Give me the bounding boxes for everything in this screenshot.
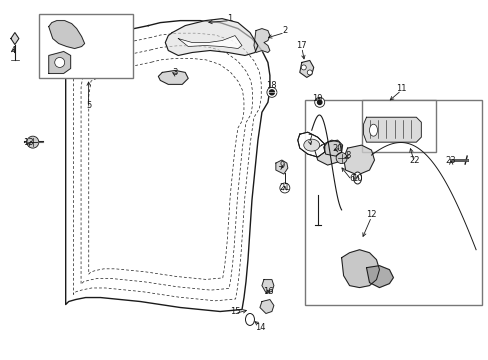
Polygon shape	[343, 145, 374, 175]
Circle shape	[317, 100, 321, 104]
Ellipse shape	[303, 139, 319, 151]
Circle shape	[306, 70, 312, 75]
Polygon shape	[178, 36, 242, 49]
Text: 14: 14	[254, 323, 264, 332]
Polygon shape	[366, 266, 393, 288]
Text: 2: 2	[282, 26, 287, 35]
Text: 8: 8	[344, 150, 349, 159]
Polygon shape	[49, 21, 84, 49]
Text: 12: 12	[366, 210, 376, 219]
Ellipse shape	[353, 172, 361, 184]
Polygon shape	[165, 19, 258, 55]
Text: 16: 16	[262, 287, 273, 296]
Text: 23: 23	[445, 156, 456, 165]
Circle shape	[266, 87, 276, 97]
Polygon shape	[158, 71, 188, 84]
Text: 10: 10	[351, 174, 362, 183]
Polygon shape	[275, 160, 287, 174]
Circle shape	[55, 58, 64, 67]
Polygon shape	[314, 140, 341, 165]
Text: 6: 6	[348, 174, 353, 183]
Polygon shape	[363, 117, 421, 142]
Circle shape	[335, 153, 346, 163]
Ellipse shape	[369, 124, 377, 136]
Polygon shape	[323, 140, 342, 156]
Circle shape	[279, 183, 289, 193]
Polygon shape	[297, 132, 324, 157]
Polygon shape	[49, 51, 71, 73]
Polygon shape	[11, 32, 19, 45]
Text: 19: 19	[312, 94, 322, 103]
Circle shape	[314, 97, 324, 107]
Text: 3: 3	[172, 68, 178, 77]
Ellipse shape	[245, 314, 254, 325]
Bar	[39, 14, 133, 78]
Polygon shape	[341, 250, 379, 288]
Bar	[304, 100, 481, 305]
Text: 17: 17	[296, 41, 306, 50]
Text: 21: 21	[279, 184, 289, 193]
Circle shape	[269, 90, 274, 95]
Bar	[361, 100, 435, 152]
Text: 4: 4	[10, 46, 16, 55]
Text: 22: 22	[408, 156, 419, 165]
Text: 11: 11	[395, 84, 406, 93]
Text: 20: 20	[332, 144, 342, 153]
Text: 15: 15	[229, 307, 240, 316]
Polygon shape	[260, 300, 273, 314]
Polygon shape	[262, 280, 273, 293]
Text: 9: 9	[279, 161, 284, 170]
Polygon shape	[253, 28, 269, 53]
Circle shape	[301, 65, 305, 70]
Polygon shape	[299, 60, 313, 77]
Text: 1: 1	[227, 14, 232, 23]
Circle shape	[27, 136, 39, 148]
Text: 5: 5	[86, 101, 91, 110]
Text: 7: 7	[306, 134, 312, 143]
Text: 13: 13	[23, 138, 34, 147]
Text: 18: 18	[266, 81, 277, 90]
